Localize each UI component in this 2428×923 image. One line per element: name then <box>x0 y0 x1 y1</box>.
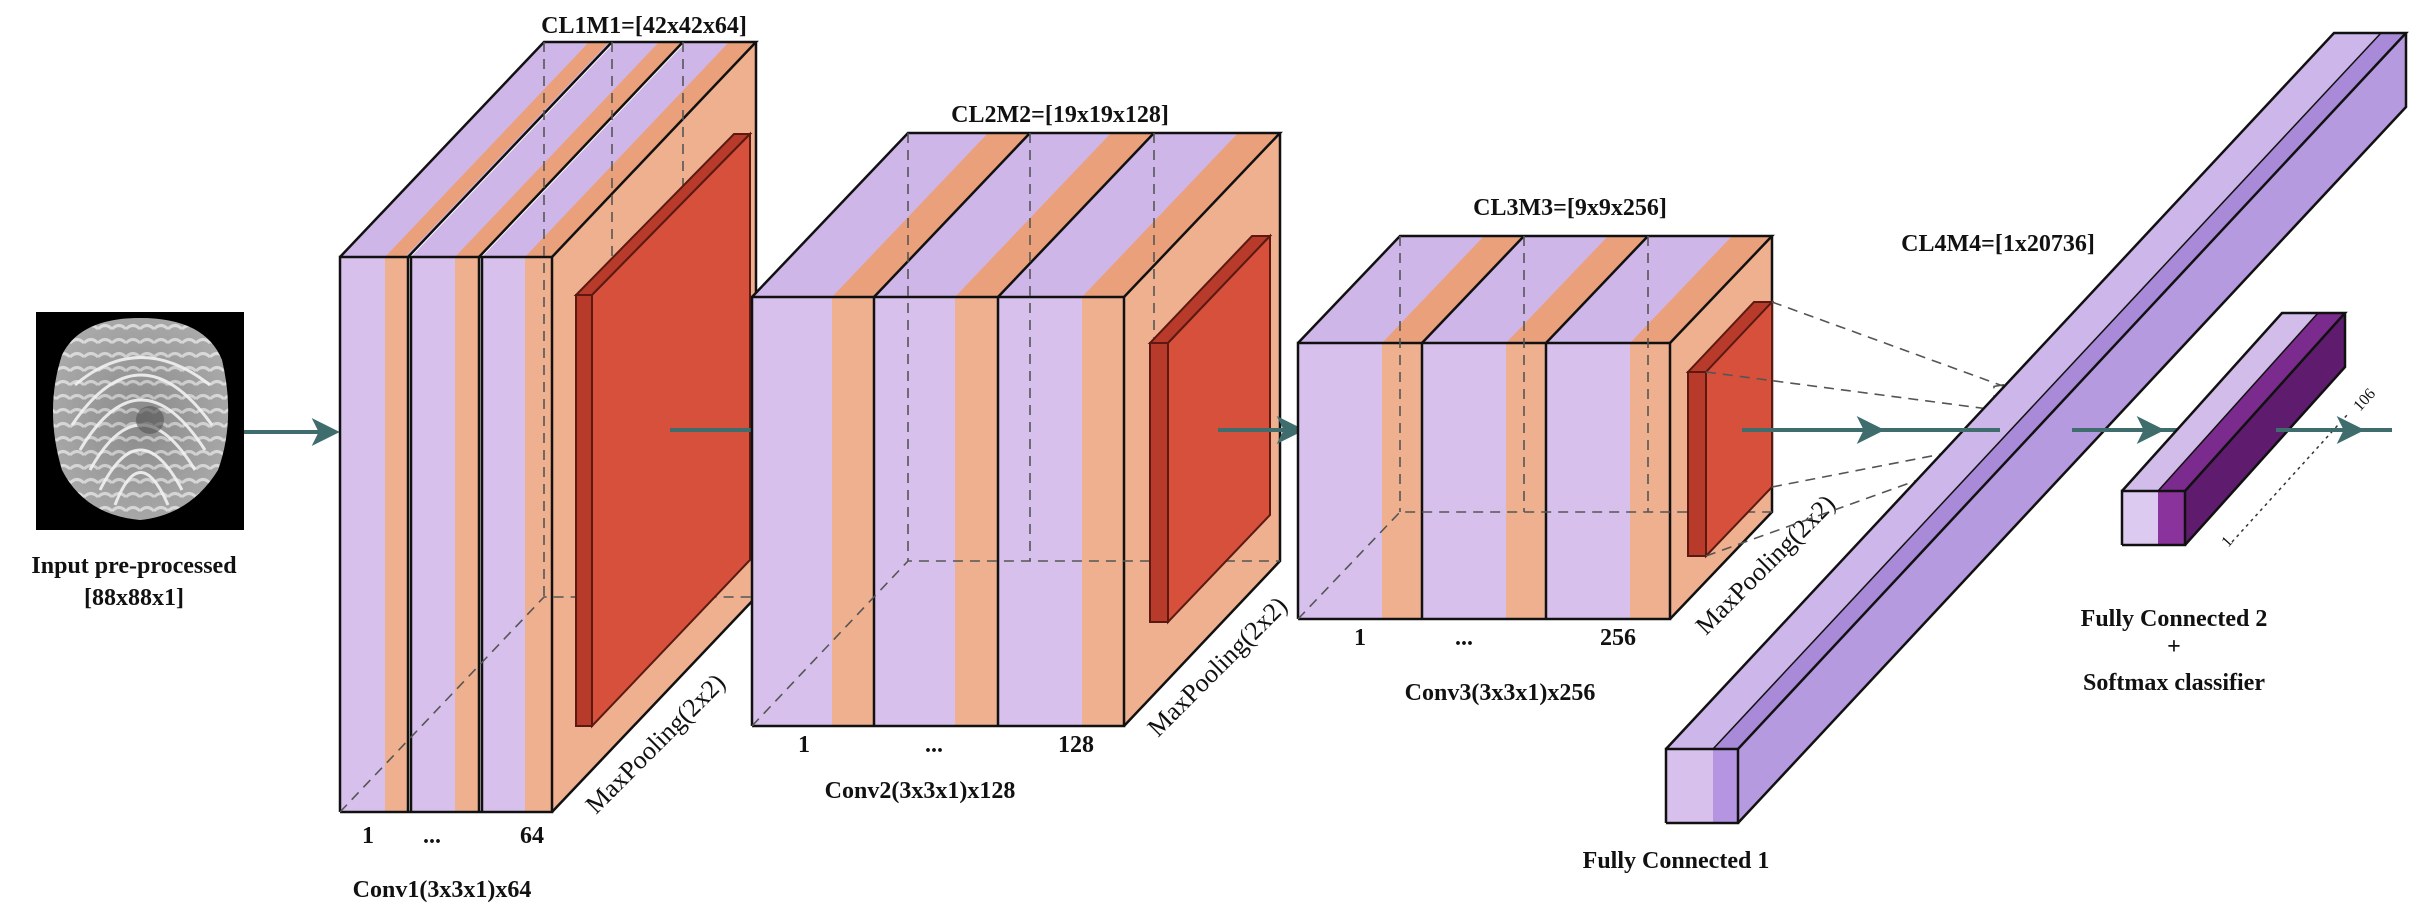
conv-block-1 <box>338 40 759 814</box>
block1-index-first: 1 <box>362 823 374 849</box>
block1-output-label: CL1M1=[42x42x64] <box>541 13 747 39</box>
fc1-label: Fully Connected 1 <box>1583 848 1770 874</box>
fingerprint-image <box>53 318 229 520</box>
fc1-output-label: CL4M4=[1x20736] <box>1901 231 2095 257</box>
fully-connected-2 <box>2120 311 2349 547</box>
block3-output-label: CL3M3=[9x9x256] <box>1473 195 1667 221</box>
block2-output-label: CL2M2=[19x19x128] <box>951 102 1169 128</box>
fc2-index-first: 1 <box>2218 533 2236 550</box>
block3-conv-label: Conv3(3x3x1)x256 <box>1405 680 1596 706</box>
block3-index-dots: ... <box>1455 625 1473 651</box>
maxpool-slab-3 <box>1685 299 1775 559</box>
block2-conv-label: Conv2(3x3x1)x128 <box>825 778 1016 804</box>
fc2-label: Fully Connected 2 <box>2081 606 2268 632</box>
block1-conv-label: Conv1(3x3x1)x64 <box>353 877 532 903</box>
fc2-index-last: 106 <box>2350 385 2379 414</box>
block2-index-first: 1 <box>798 732 810 758</box>
input-label: Input pre-processed <box>31 553 237 579</box>
block1-index-dots: ... <box>423 823 441 849</box>
block2-index-last: 128 <box>1058 732 1094 758</box>
block3-index-first: 1 <box>1354 625 1366 651</box>
softmax-label: Softmax classifier <box>2083 670 2265 696</box>
block1-index-last: 64 <box>520 823 544 849</box>
block3-index-last: 256 <box>1600 625 1636 651</box>
input-image <box>36 312 244 530</box>
input-shape-label: [88x88x1] <box>84 585 184 611</box>
fc2-plus: + <box>2167 634 2181 660</box>
block2-index-dots: ... <box>925 732 943 758</box>
